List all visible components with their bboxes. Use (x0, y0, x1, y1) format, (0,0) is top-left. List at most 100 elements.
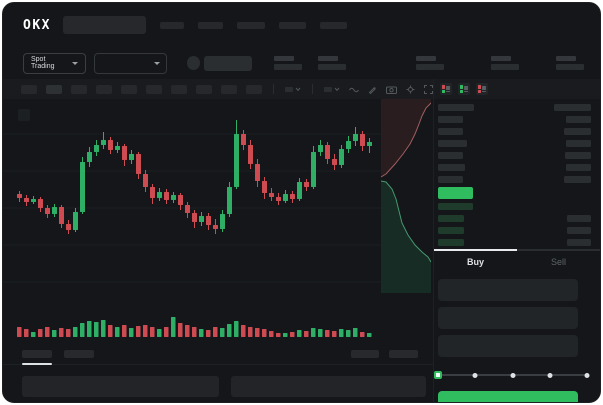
interval-button[interactable] (246, 84, 262, 94)
chart-type-dropdown[interactable] (324, 86, 340, 92)
nav-item-placeholder[interactable] (197, 21, 223, 29)
interval-button[interactable] (96, 84, 112, 94)
chart-tab-placeholder[interactable] (22, 349, 52, 365)
interval-dropdown[interactable] (285, 86, 301, 92)
pair-selector[interactable] (93, 52, 167, 74)
snapshot-tool[interactable] (386, 85, 397, 94)
volume-bar (24, 329, 29, 337)
ticker-stat (556, 56, 584, 70)
slider-stop[interactable] (472, 373, 478, 378)
chart-tab-action-placeholder[interactable] (389, 349, 418, 358)
tab-buy[interactable]: Buy (434, 249, 517, 273)
interval-button[interactable] (71, 84, 87, 94)
volume-bar (297, 330, 302, 337)
chart-tab-action-placeholder[interactable] (351, 349, 379, 358)
nav-item-placeholder[interactable] (159, 21, 184, 29)
wave-icon (349, 87, 359, 92)
candle (304, 179, 309, 191)
volume-chart[interactable] (3, 293, 433, 343)
candle (234, 120, 239, 189)
draw-tool[interactable] (368, 85, 377, 94)
candlestick-chart[interactable] (3, 99, 433, 293)
icon-color-column (478, 85, 481, 93)
search-input[interactable] (62, 16, 146, 34)
volume-bar (325, 330, 330, 337)
price-cell-placeholder (438, 202, 473, 210)
depth-asks-area (381, 99, 431, 177)
amount-slider[interactable] (434, 366, 590, 384)
wave-tool[interactable] (349, 86, 359, 93)
candle (101, 132, 106, 149)
ask-row[interactable] (438, 137, 595, 149)
candle (136, 152, 141, 179)
slider-handle[interactable] (434, 371, 442, 379)
interval-button[interactable] (171, 84, 187, 94)
volume-bar (360, 332, 365, 337)
amount-cell-placeholder (566, 139, 591, 147)
candle (241, 130, 246, 150)
amount-cell-placeholder (554, 103, 591, 111)
book-view-all-icon[interactable] (440, 83, 452, 95)
ask-row[interactable] (438, 113, 595, 125)
candle (129, 150, 134, 164)
okx-logo: OKX (23, 17, 51, 33)
interval-button[interactable] (46, 84, 62, 94)
candle (276, 193, 281, 205)
ticker-stat (318, 56, 346, 70)
header-action-button[interactable] (203, 55, 252, 71)
order-form-field[interactable] (438, 307, 578, 329)
buy-submit-button[interactable] (438, 391, 578, 402)
fullscreen-tool[interactable] (424, 84, 433, 94)
slider-stop[interactable] (510, 373, 515, 378)
candle (360, 131, 365, 151)
interval-button[interactable] (196, 84, 212, 94)
slider-stop[interactable] (547, 373, 553, 378)
footer-panel-placeholder[interactable] (231, 376, 426, 397)
chart-tab-placeholder[interactable] (64, 349, 94, 358)
chart-settings[interactable] (406, 85, 415, 94)
order-form-field[interactable] (438, 335, 578, 357)
interval-button[interactable] (221, 84, 237, 94)
interval-button[interactable] (21, 84, 37, 94)
last-price-row[interactable] (438, 186, 595, 199)
candle (164, 189, 169, 204)
ask-row[interactable] (438, 125, 595, 137)
ask-row[interactable] (438, 149, 595, 161)
market-type-selector[interactable]: Spot Trading (23, 52, 86, 74)
slider-stop[interactable] (584, 373, 590, 378)
candle (38, 197, 43, 212)
book-view-asks-icon[interactable] (476, 83, 488, 95)
candle (325, 142, 330, 164)
candle (297, 178, 302, 201)
price-cell-placeholder (438, 238, 464, 246)
interval-button[interactable] (121, 84, 137, 94)
footer-panel-placeholder[interactable] (22, 376, 219, 397)
ticker-stat-value (556, 64, 584, 70)
avatar[interactable] (187, 56, 200, 70)
bid-row[interactable] (438, 200, 595, 212)
candle (206, 213, 211, 230)
top-nav-bar: OKX (3, 3, 600, 47)
volume-bar (206, 330, 211, 337)
bid-row[interactable] (438, 212, 595, 224)
ticker-stat-label (491, 56, 511, 61)
chart-toolbar (3, 79, 433, 99)
candle (220, 210, 225, 232)
tab-sell[interactable]: Sell (517, 249, 600, 273)
order-form-field[interactable] (438, 279, 578, 301)
nav-item-placeholder[interactable] (236, 21, 265, 29)
volume-bar (213, 327, 218, 337)
ask-row[interactable] (438, 161, 595, 173)
nav-item-placeholder[interactable] (278, 21, 306, 29)
ask-row[interactable] (438, 173, 595, 185)
nav-item-placeholder[interactable] (319, 21, 347, 29)
book-view-bids-icon[interactable] (458, 83, 470, 95)
order-book-header-row[interactable] (438, 101, 595, 113)
chevron-down-icon (71, 61, 78, 65)
bid-row[interactable] (438, 236, 595, 248)
ticker-stat-label (416, 56, 436, 61)
interval-button[interactable] (146, 84, 162, 94)
pencil-icon (368, 86, 376, 94)
bid-row[interactable] (438, 224, 595, 236)
order-book-view-toggles (434, 79, 600, 99)
